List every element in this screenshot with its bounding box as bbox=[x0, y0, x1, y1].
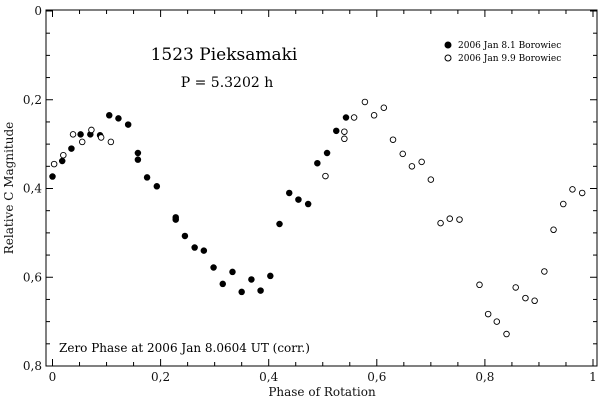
data-point-jan9 bbox=[560, 200, 567, 208]
data-point-jan9 bbox=[522, 294, 529, 302]
data-point-jan8 bbox=[295, 196, 302, 203]
data-point-jan9 bbox=[399, 150, 406, 158]
data-point-jan9 bbox=[512, 284, 519, 291]
data-point-jan8 bbox=[181, 232, 189, 240]
data-point-jan8 bbox=[333, 127, 340, 135]
data-point-jan8 bbox=[68, 145, 75, 152]
data-point-jan8 bbox=[58, 157, 66, 165]
data-point-jan8 bbox=[49, 173, 56, 180]
data-point-jan8 bbox=[77, 131, 84, 138]
data-point-jan9 bbox=[503, 330, 510, 338]
axis-tick-labels: 0 0,2 0,4 0,6 0,8 1 0 0,2 0,4 0,6 0,8 bbox=[23, 4, 597, 384]
y-tick-label: 0 bbox=[34, 4, 42, 18]
data-point-jan8 bbox=[229, 268, 236, 276]
data-point-jan8 bbox=[276, 220, 283, 228]
data-point-jan8 bbox=[267, 272, 274, 280]
data-point-jan9 bbox=[541, 268, 548, 275]
zero-phase-note: Zero Phase at 2006 Jan 8.0604 UT (corr.) bbox=[59, 341, 310, 355]
data-point-jan9 bbox=[531, 297, 538, 305]
data-point-jan9 bbox=[107, 138, 115, 146]
x-tick-label: 0,8 bbox=[475, 370, 494, 384]
data-point-jan8 bbox=[219, 280, 227, 288]
y-tick-label: 0,4 bbox=[23, 182, 42, 196]
data-point-jan9 bbox=[484, 310, 492, 318]
chart-title: 1523 Pieksamaki bbox=[151, 45, 298, 65]
legend: 2006 Jan 8.1 Borowiec 2006 Jan 9.9 Borow… bbox=[444, 41, 561, 64]
data-point-jan8 bbox=[342, 114, 350, 121]
data-point-jan9 bbox=[350, 114, 358, 121]
data-point-jan8 bbox=[323, 149, 331, 157]
data-point-jan9 bbox=[322, 172, 329, 180]
data-point-jan9 bbox=[50, 160, 58, 168]
data-points bbox=[49, 98, 586, 338]
data-point-jan9 bbox=[78, 138, 86, 146]
data-point-jan8 bbox=[248, 276, 255, 283]
axis-ticks bbox=[46, 10, 597, 367]
data-point-jan8 bbox=[257, 287, 264, 294]
data-point-jan9 bbox=[361, 98, 369, 106]
data-point-jan8 bbox=[106, 112, 113, 119]
data-point-jan9 bbox=[578, 189, 586, 197]
data-point-jan8 bbox=[134, 156, 142, 163]
data-point-jan9 bbox=[493, 318, 501, 325]
data-point-jan9 bbox=[88, 126, 95, 134]
data-point-jan9 bbox=[97, 134, 105, 141]
y-tick-label: 0,6 bbox=[23, 270, 42, 284]
legend-label-series-1: 2006 Jan 8.1 Borowiec bbox=[458, 41, 561, 51]
data-point-jan8 bbox=[314, 159, 321, 167]
data-point-jan9 bbox=[569, 186, 576, 193]
data-point-jan8 bbox=[115, 115, 122, 122]
data-point-jan9 bbox=[456, 216, 463, 223]
data-point-jan9 bbox=[341, 135, 348, 143]
x-axis-title: Phase of Rotation bbox=[268, 385, 376, 399]
data-point-jan9 bbox=[446, 215, 454, 222]
data-point-jan8 bbox=[153, 183, 161, 190]
data-point-jan9 bbox=[69, 131, 77, 138]
x-tick-label: 0,6 bbox=[367, 370, 386, 384]
legend-label-series-2: 2006 Jan 9.9 Borowiec bbox=[458, 54, 561, 64]
data-point-jan9 bbox=[389, 136, 397, 143]
data-point-jan9 bbox=[341, 128, 348, 135]
data-point-jan9 bbox=[427, 176, 435, 183]
data-point-jan8 bbox=[134, 149, 142, 157]
data-point-jan9 bbox=[60, 151, 67, 159]
legend-marker-open bbox=[444, 54, 452, 62]
x-tick-label: 0 bbox=[49, 370, 57, 384]
y-tick-label: 0,2 bbox=[23, 93, 42, 107]
data-point-jan9 bbox=[418, 158, 425, 166]
y-axis-title: Relative C Magnitude bbox=[2, 122, 16, 255]
data-point-jan8 bbox=[172, 216, 179, 223]
data-point-jan8 bbox=[191, 244, 198, 251]
data-point-jan8 bbox=[210, 264, 217, 271]
data-point-jan8 bbox=[304, 200, 312, 208]
x-tick-label: 0,2 bbox=[151, 370, 170, 384]
period-label: P = 5.3202 h bbox=[181, 75, 274, 91]
data-point-jan8 bbox=[124, 121, 132, 128]
x-tick-label: 1 bbox=[589, 370, 597, 384]
data-point-jan9 bbox=[437, 219, 444, 227]
data-point-jan9 bbox=[408, 163, 416, 170]
y-tick-label: 0,8 bbox=[23, 359, 42, 373]
data-point-jan9 bbox=[370, 112, 378, 119]
data-point-jan8 bbox=[238, 288, 245, 296]
data-point-jan9 bbox=[550, 226, 557, 234]
data-point-jan9 bbox=[380, 104, 388, 111]
data-point-jan8 bbox=[143, 174, 151, 181]
data-point-jan9 bbox=[476, 281, 483, 289]
x-tick-label: 0,4 bbox=[259, 370, 278, 384]
legend-marker-filled bbox=[444, 41, 452, 49]
data-point-jan8 bbox=[285, 189, 293, 197]
data-point-jan8 bbox=[200, 247, 208, 254]
